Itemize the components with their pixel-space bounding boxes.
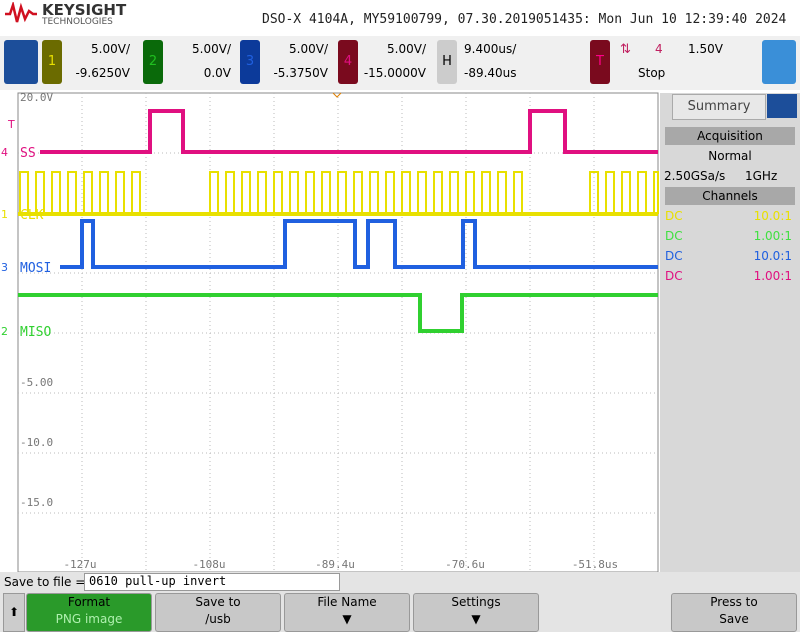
channel-key[interactable]: 1 (42, 40, 62, 84)
trace-marker: 4 (1, 146, 8, 159)
channel-scale: 5.00V/ (192, 42, 231, 56)
summary-tab[interactable]: Summary (672, 94, 766, 120)
acq-rate: 2.50GSa/s (664, 169, 726, 183)
channel-scale: 5.00V/ (289, 42, 328, 56)
mosi-trace (60, 219, 658, 269)
trace-marker: 3 (1, 261, 8, 274)
trace-marker: 1 (1, 208, 8, 221)
ss-trace (40, 109, 658, 154)
x-label: -51.8us (572, 558, 618, 571)
arrow-icon: ▼ (342, 612, 352, 626)
trace-label: MISO (20, 325, 51, 340)
softkey-text: File Name (317, 595, 377, 609)
channel-scale: 5.00V/ (387, 42, 426, 56)
back-button[interactable]: ⬆ (3, 593, 25, 632)
menu-button[interactable] (4, 40, 38, 84)
scope-info: DSO-X 4104A, MY59100799, 07.30.201905143… (262, 12, 787, 27)
y-label: 20.0V (20, 91, 53, 104)
channel-offset: -9.6250V (75, 66, 130, 80)
channel-coupling: DC (665, 209, 683, 223)
trace-label: SS (20, 146, 36, 161)
h-delay: -89.40us (464, 66, 517, 80)
softkey[interactable]: File Name ▼ (284, 593, 410, 632)
channel-probe: 1.00:1 (753, 269, 792, 283)
x-label: -89.4u (315, 558, 355, 571)
channel-coupling: DC (665, 269, 683, 283)
trace-marker: 2 (1, 325, 8, 338)
softkey-text: Format (67, 595, 111, 609)
control-bar (0, 36, 800, 90)
zoom-button[interactable] (762, 40, 796, 84)
side-panel (660, 93, 800, 572)
save-label: Save to file = (4, 575, 86, 589)
channel-key[interactable]: 2 (143, 40, 163, 84)
y-label: -10.0 (20, 436, 53, 449)
brand-sub: TECHNOLOGIES (42, 17, 113, 27)
filename[interactable]: 0610 pull-up invert (84, 573, 340, 591)
softkey-text: /usb (205, 612, 231, 626)
trigger-edge: ⇅ (620, 42, 631, 57)
brand: KEYSIGHT (42, 1, 127, 19)
miso-trace (18, 293, 658, 333)
channel-probe: 10.0:1 (753, 249, 792, 263)
softkey[interactable]: Save to/usb (155, 593, 281, 632)
softkey-text: PNG image (55, 612, 123, 626)
channel-probe: 10.0:1 (753, 209, 792, 223)
softkey-text: Save (719, 612, 749, 626)
clk-trace (19, 171, 659, 215)
channel-coupling: DC (665, 249, 683, 263)
softkey[interactable]: Settings ▼ (413, 593, 539, 632)
trigger-key[interactable]: T (590, 40, 610, 84)
x-label: -70.6u (445, 558, 485, 571)
channel-key[interactable]: 4 (338, 40, 358, 84)
channel-key[interactable]: 3 (240, 40, 260, 84)
arrow-icon: ▼ (471, 612, 481, 626)
softkey-text: Press to (710, 595, 758, 609)
channels-header: Channels (665, 187, 795, 205)
tab-icon[interactable] (767, 94, 797, 118)
channel-offset: -5.3750V (273, 66, 328, 80)
trigger-level: 1.50V (688, 42, 723, 56)
trigger-marker: T (7, 118, 15, 131)
y-label: -5.00 (20, 376, 53, 389)
x-label: -127u (63, 558, 96, 571)
trace-label: CLK (20, 208, 44, 223)
softkey-text: Settings (451, 595, 501, 609)
trigger-pos (332, 92, 342, 98)
y-label: -15.0 (20, 496, 53, 509)
acq-header: Acquisition (665, 127, 795, 145)
x-label: -108u (192, 558, 225, 571)
channel-offset: 0.0V (203, 66, 231, 80)
softkey[interactable]: Press to Save (671, 593, 797, 632)
channel-offset: -15.0000V (363, 66, 426, 80)
channel-scale: 5.00V/ (91, 42, 130, 56)
logo (5, 2, 37, 23)
softkey-text: Save to (195, 595, 241, 609)
softkey[interactable]: Format PNG image (26, 593, 152, 632)
h-key[interactable]: H (437, 40, 457, 84)
trigger-mode: Stop (638, 66, 666, 80)
waveform-screen: 20.0V -5.00 -10.0 -15.0 -127u -108u -89.4u -70.… (1, 91, 659, 573)
acq-mode: Normal (708, 149, 752, 163)
trigger-source: 4 (655, 42, 663, 56)
h-scale: 9.400us/ (464, 42, 517, 56)
channel-probe: 1.00:1 (753, 229, 792, 243)
acq-bandwidth: 1GHz (745, 169, 778, 183)
channel-coupling: DC (665, 229, 683, 243)
trace-label: MOSI (20, 261, 51, 276)
